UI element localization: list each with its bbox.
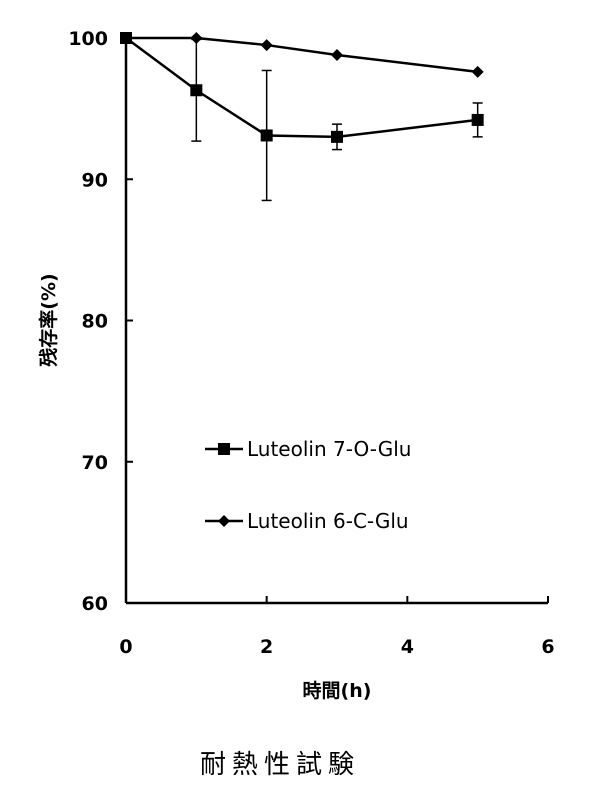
y-tick-label: 60 xyxy=(82,593,108,615)
y-axis-title: 残存率(%) xyxy=(37,273,60,366)
data-point xyxy=(190,32,203,44)
data-point xyxy=(260,129,273,142)
series-line xyxy=(126,36,478,74)
data-point xyxy=(331,130,343,143)
y-tick-label: 100 xyxy=(68,28,108,50)
data-point xyxy=(471,113,484,126)
x-tick-label: 0 xyxy=(119,636,132,658)
legend-label: Luteolin 7-O-Glu xyxy=(247,437,411,461)
data-point xyxy=(190,84,203,97)
y-tick-label: 80 xyxy=(82,311,108,333)
y-tick-label: 70 xyxy=(82,452,108,474)
legend-marker xyxy=(218,443,230,455)
data-point xyxy=(120,32,132,44)
x-tick-label: 2 xyxy=(260,636,273,658)
legend-marker xyxy=(218,515,230,527)
legend: Luteolin 7-O-Glu Luteolin 6-C-Glu xyxy=(205,437,411,533)
x-tick-label: 6 xyxy=(541,636,554,658)
data-point xyxy=(471,65,484,78)
data-point xyxy=(260,39,273,52)
y-tick-label: 90 xyxy=(82,169,108,191)
series-1 xyxy=(120,32,484,78)
series-line xyxy=(125,36,478,139)
series-0 xyxy=(120,32,484,202)
data-point xyxy=(331,48,343,61)
x-axis-title: 時間(h) xyxy=(303,680,372,702)
legend-label: Luteolin 6-C-Glu xyxy=(247,509,409,533)
figure-caption: 耐熱性試験 xyxy=(199,750,360,780)
x-tick-label: 4 xyxy=(401,636,414,658)
